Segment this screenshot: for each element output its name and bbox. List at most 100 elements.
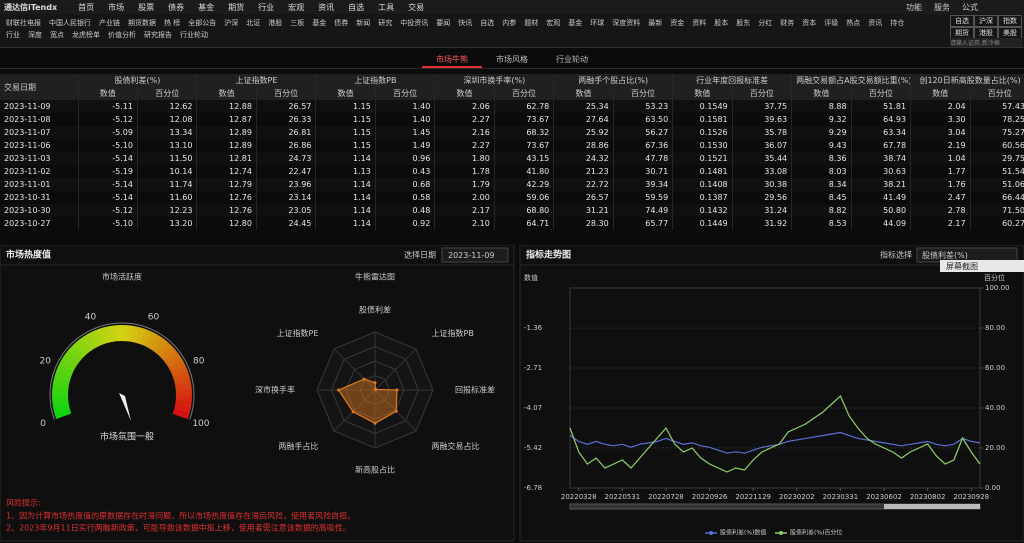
table-row[interactable]: 2023-11-02 -5.19 10.14 12.74 22.47 1.13 0.43 1.… bbox=[0, 165, 1024, 178]
toolbar-item[interactable]: 财务 bbox=[780, 19, 795, 27]
toolbar-item[interactable]: 自选 bbox=[480, 19, 495, 27]
toolbar-item[interactable]: 快讯 bbox=[458, 19, 473, 27]
toolbar-item[interactable]: 资本 bbox=[802, 19, 817, 27]
toolbar-item[interactable]: 股东 bbox=[736, 19, 751, 27]
toolbar-item[interactable]: 热 榜 bbox=[164, 19, 181, 27]
toolbar-item[interactable]: 北证 bbox=[246, 19, 261, 27]
toolbar-item[interactable]: 持仓 bbox=[890, 19, 905, 27]
toolbar-item[interactable]: 要闻 bbox=[436, 19, 451, 27]
popup[interactable] bbox=[940, 260, 1024, 272]
toolbar-item[interactable]: 题材 bbox=[524, 19, 539, 27]
cell: 73.67 bbox=[494, 113, 555, 126]
search-box[interactable]: 请输入证券,新冷框 bbox=[950, 38, 1022, 47]
table-row[interactable]: 2023-11-06 -5.10 13.10 12.89 26.86 1.15 1.49 2.… bbox=[0, 139, 1024, 152]
toolbar-item[interactable]: 资金 bbox=[670, 19, 685, 27]
table-row[interactable]: 2023-11-09 -5.11 12.62 12.88 26.57 1.15 1.40 2.… bbox=[0, 100, 1024, 113]
menu-item[interactable]: 期货 bbox=[228, 2, 245, 12]
cell: 38.21 bbox=[851, 178, 912, 191]
menu-item[interactable]: 功能 bbox=[906, 2, 922, 12]
menu-item[interactable]: 交易 bbox=[408, 2, 425, 12]
cell: 1.40 bbox=[375, 100, 436, 113]
scrollbar-thumb[interactable] bbox=[884, 504, 980, 509]
toolbar-item[interactable]: 港股 bbox=[268, 19, 283, 27]
menu-item[interactable]: 股票 bbox=[138, 2, 155, 12]
cell: 0.1530 bbox=[672, 139, 733, 152]
toolbar-item[interactable]: 环球 bbox=[590, 19, 605, 27]
table-row[interactable]: 2023-11-08 -5.12 12.08 12.87 26.33 1.15 1.40 2.… bbox=[0, 113, 1024, 126]
toolbar-item[interactable]: 股本 bbox=[714, 19, 729, 27]
cell: 26.57 bbox=[256, 100, 317, 113]
gauge-arc bbox=[87, 331, 100, 349]
tab[interactable]: 行业轮动 bbox=[556, 55, 588, 64]
toolbar-item[interactable]: 分红 bbox=[758, 19, 773, 27]
sub-header: 数值 bbox=[78, 87, 138, 100]
quick-button[interactable]: 自选 bbox=[950, 15, 974, 27]
quick-buttons: 自选 沪深 指数 期货 港股 美股 bbox=[950, 15, 1022, 39]
cell: -5.10 bbox=[78, 217, 138, 230]
table-row[interactable]: 2023-11-03 -5.14 11.50 12.81 24.73 1.14 0.96 1.… bbox=[0, 152, 1024, 165]
menu-item[interactable]: 自选 bbox=[348, 2, 365, 12]
toolbar-item[interactable]: 资讯 bbox=[868, 19, 883, 27]
toolbar-item[interactable]: 沪深 bbox=[224, 19, 239, 27]
toolbar-item[interactable]: 财联社电报 bbox=[6, 19, 41, 27]
table-row[interactable]: 2023-10-27 -5.10 13.20 12.80 24.45 1.14 0.92 2.… bbox=[0, 217, 1024, 230]
toolbar-item[interactable]: 全部公告 bbox=[188, 19, 217, 27]
table-row[interactable]: 2023-11-01 -5.14 11.74 12.79 23.96 1.14 0.68 1.… bbox=[0, 178, 1024, 191]
menu-item[interactable]: 公式 bbox=[962, 2, 978, 12]
toolbar-item[interactable]: 行业 bbox=[6, 31, 20, 39]
toolbar-item[interactable]: 债券 bbox=[334, 19, 349, 27]
cell: 0.1387 bbox=[672, 191, 733, 204]
toolbar-item[interactable]: 基金 bbox=[568, 19, 583, 27]
gauge-arc bbox=[131, 326, 141, 343]
tab[interactable]: 市场牛熊 bbox=[422, 49, 482, 68]
menu-item[interactable]: 首页 bbox=[78, 2, 95, 12]
toolbar-item[interactable]: 宽点 bbox=[50, 31, 64, 39]
radar-axis-label: 新高股占比 bbox=[355, 465, 395, 475]
toolbar-item[interactable]: 研究报告 bbox=[144, 31, 172, 39]
menu-item[interactable]: 基金 bbox=[198, 2, 215, 12]
radar-point bbox=[362, 377, 366, 381]
toolbar-item[interactable]: 资料 bbox=[692, 19, 707, 27]
y2-tick-label: 20.00 bbox=[985, 444, 1005, 452]
toolbar-item[interactable]: 最新 bbox=[648, 19, 663, 27]
toolbar-item[interactable]: 行业轮动 bbox=[180, 31, 208, 39]
menu-item[interactable]: 行业 bbox=[258, 2, 275, 12]
toolbar-item[interactable]: 中投资讯 bbox=[400, 19, 429, 27]
toolbar-item[interactable]: 深度资料 bbox=[612, 19, 641, 27]
toolbar-item[interactable]: 评级 bbox=[824, 19, 839, 27]
menu-item[interactable]: 宏观 bbox=[288, 2, 305, 12]
x-tick-label: 20220328 bbox=[561, 493, 597, 501]
cell: 1.76 bbox=[910, 178, 971, 191]
quick-button[interactable]: 沪深 bbox=[974, 15, 998, 27]
menu-item[interactable]: 市场 bbox=[108, 2, 125, 12]
toolbar-item[interactable]: 研究 bbox=[378, 19, 393, 27]
gauge-arc bbox=[163, 350, 180, 365]
cell: 8.03 bbox=[791, 165, 852, 178]
table-row[interactable]: 2023-10-31 -5.14 11.60 12.76 23.14 1.14 0.58 2.… bbox=[0, 191, 1024, 204]
menu-item[interactable]: 资讯 bbox=[318, 2, 335, 12]
menu-item[interactable]: 债券 bbox=[168, 2, 185, 12]
x-tick-label: 20220728 bbox=[648, 493, 684, 501]
toolbar-item[interactable]: 宏观 bbox=[546, 19, 561, 27]
tab[interactable]: 市场风格 bbox=[496, 55, 528, 64]
menu-item[interactable]: 服务 bbox=[934, 2, 950, 12]
table-row[interactable]: 2023-10-30 -5.12 12.23 12.76 23.05 1.14 0.48 2.… bbox=[0, 204, 1024, 217]
toolbar-item[interactable]: 中国人民银行 bbox=[49, 19, 91, 27]
toolbar-item[interactable]: 深度 bbox=[28, 31, 42, 39]
radar-point bbox=[374, 387, 378, 391]
quick-button[interactable]: 指数 bbox=[998, 15, 1022, 27]
toolbar-item[interactable]: 期货数据 bbox=[128, 19, 156, 27]
toolbar-item[interactable]: 热点 bbox=[846, 19, 861, 27]
menu-item[interactable]: 工具 bbox=[378, 2, 395, 12]
table-row[interactable]: 2023-11-07 -5.09 13.34 12.89 26.81 1.15 1.45 2.… bbox=[0, 126, 1024, 139]
legend-label: 股债利差(%)百分位 bbox=[790, 529, 842, 537]
toolbar-item[interactable]: 三板 bbox=[290, 19, 305, 27]
toolbar-item[interactable]: 龙虎榜单 bbox=[72, 31, 100, 39]
toolbar-item[interactable]: 基金 bbox=[312, 19, 327, 27]
toolbar-item[interactable]: 内参 bbox=[502, 19, 517, 27]
cell: 30.38 bbox=[732, 178, 793, 191]
date-box[interactable] bbox=[441, 247, 509, 263]
toolbar-item[interactable]: 新闻 bbox=[356, 19, 371, 27]
toolbar-item[interactable]: 价值分析 bbox=[108, 31, 136, 39]
toolbar-item[interactable]: 产业链 bbox=[99, 19, 120, 27]
